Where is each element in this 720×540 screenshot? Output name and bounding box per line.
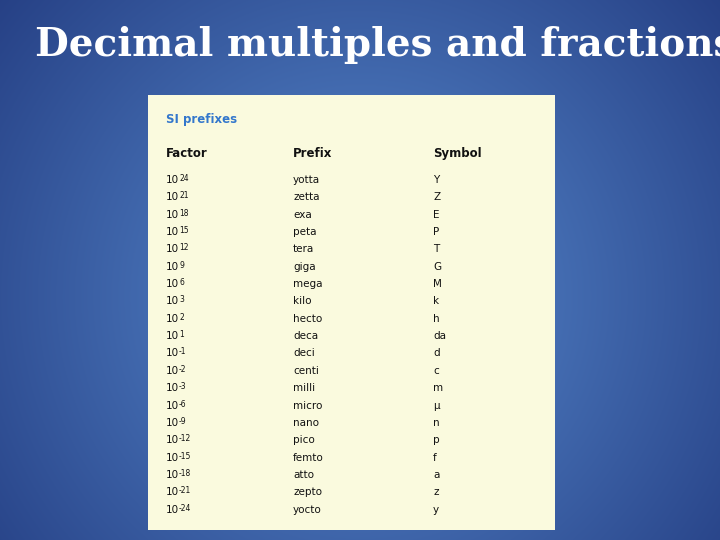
- Text: Factor: Factor: [166, 147, 208, 160]
- Text: 24: 24: [179, 174, 189, 183]
- Text: mega: mega: [293, 279, 323, 289]
- Text: 12: 12: [179, 244, 189, 252]
- Text: 10: 10: [166, 366, 179, 376]
- Text: tera: tera: [293, 245, 314, 254]
- Bar: [148, 95, 555, 530]
- Text: 15: 15: [179, 226, 189, 235]
- Text: nano: nano: [293, 418, 319, 428]
- Text: -6: -6: [179, 400, 186, 409]
- Text: f: f: [433, 453, 437, 463]
- Text: h: h: [433, 314, 440, 324]
- Text: 10: 10: [166, 262, 179, 272]
- Text: 2: 2: [179, 313, 184, 322]
- Text: d: d: [433, 348, 440, 359]
- Text: hecto: hecto: [293, 314, 323, 324]
- Text: c: c: [433, 366, 438, 376]
- Text: 10: 10: [166, 435, 179, 445]
- Text: a: a: [433, 470, 439, 480]
- Text: 10: 10: [166, 227, 179, 237]
- Text: 3: 3: [179, 295, 184, 305]
- Text: zepto: zepto: [293, 487, 322, 497]
- Text: kilo: kilo: [293, 296, 312, 307]
- Text: -24: -24: [179, 504, 192, 512]
- Text: -12: -12: [179, 434, 192, 443]
- Text: 10: 10: [166, 348, 179, 359]
- Text: centi: centi: [293, 366, 319, 376]
- Text: -1: -1: [179, 348, 186, 356]
- Text: 10: 10: [166, 175, 179, 185]
- Text: exa: exa: [293, 210, 312, 220]
- Text: 10: 10: [166, 487, 179, 497]
- Text: pico: pico: [293, 435, 315, 445]
- Text: 21: 21: [179, 191, 189, 200]
- Text: z: z: [433, 487, 438, 497]
- Text: zetta: zetta: [293, 192, 320, 202]
- Text: -2: -2: [179, 365, 186, 374]
- Text: 10: 10: [166, 383, 179, 393]
- Text: -3: -3: [179, 382, 186, 391]
- Text: Y: Y: [433, 175, 439, 185]
- Text: 10: 10: [166, 279, 179, 289]
- Text: n: n: [433, 418, 440, 428]
- Text: 10: 10: [166, 453, 179, 463]
- Text: 10: 10: [166, 192, 179, 202]
- Text: atto: atto: [293, 470, 314, 480]
- Text: G: G: [433, 262, 441, 272]
- Text: μ: μ: [433, 401, 440, 410]
- Text: 1: 1: [179, 330, 184, 339]
- Text: Prefix: Prefix: [293, 147, 333, 160]
- Text: Symbol: Symbol: [433, 147, 482, 160]
- Text: 18: 18: [179, 208, 189, 218]
- Text: 10: 10: [166, 505, 179, 515]
- Text: giga: giga: [293, 262, 315, 272]
- Text: m: m: [433, 383, 443, 393]
- Text: 10: 10: [166, 296, 179, 307]
- Text: 10: 10: [166, 418, 179, 428]
- Text: 10: 10: [166, 245, 179, 254]
- Text: -15: -15: [179, 451, 192, 461]
- Text: 9: 9: [179, 261, 184, 270]
- Text: milli: milli: [293, 383, 315, 393]
- Text: 10: 10: [166, 401, 179, 410]
- Text: M: M: [433, 279, 442, 289]
- Text: deci: deci: [293, 348, 315, 359]
- Text: P: P: [433, 227, 439, 237]
- Text: 10: 10: [166, 314, 179, 324]
- Text: Z: Z: [433, 192, 440, 202]
- Text: femto: femto: [293, 453, 324, 463]
- Text: 6: 6: [179, 278, 184, 287]
- Text: micro: micro: [293, 401, 323, 410]
- Text: da: da: [433, 331, 446, 341]
- Text: peta: peta: [293, 227, 317, 237]
- Text: E: E: [433, 210, 439, 220]
- Text: Decimal multiples and fractions: Decimal multiples and fractions: [35, 26, 720, 64]
- Text: y: y: [433, 505, 439, 515]
- Text: p: p: [433, 435, 440, 445]
- Text: SI prefixes: SI prefixes: [166, 113, 237, 126]
- Text: -18: -18: [179, 469, 192, 478]
- Text: T: T: [433, 245, 439, 254]
- Text: k: k: [433, 296, 439, 307]
- Text: 10: 10: [166, 331, 179, 341]
- Text: -9: -9: [179, 417, 186, 426]
- Text: deca: deca: [293, 331, 318, 341]
- Text: 10: 10: [166, 470, 179, 480]
- Text: yocto: yocto: [293, 505, 322, 515]
- Text: -21: -21: [179, 487, 192, 495]
- Text: yotta: yotta: [293, 175, 320, 185]
- Text: 10: 10: [166, 210, 179, 220]
